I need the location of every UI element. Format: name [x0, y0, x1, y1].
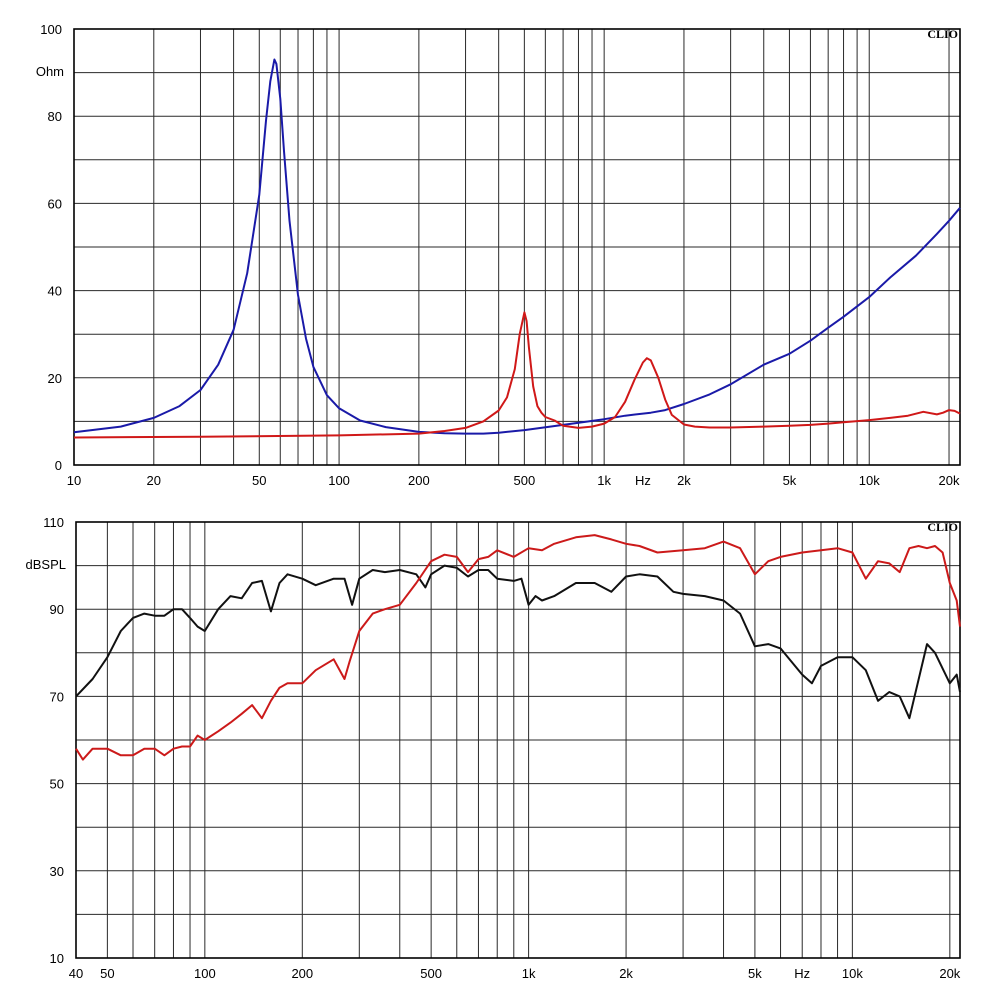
- impedance-x-tick-label: 200: [408, 473, 430, 488]
- impedance-y-tick-label: 60: [48, 196, 62, 211]
- spl-x-tick-label: 1k: [522, 966, 536, 981]
- spl-y-tick-label: 70: [50, 689, 64, 704]
- spl-x-tick-label: 2k: [619, 966, 633, 981]
- impedance-x-tick-label: 20: [147, 473, 161, 488]
- impedance-x-tick-label: 500: [514, 473, 536, 488]
- impedance-y-tick-label: 40: [48, 284, 62, 299]
- impedance-x-tick-label: 5k: [783, 473, 797, 488]
- spl-x-axis-label: Hz: [794, 966, 810, 981]
- spl-x-tick-label: 5k: [748, 966, 762, 981]
- spl-x-tick-label: 20k: [939, 966, 960, 981]
- spl-x-tick-label: 100: [194, 966, 216, 981]
- impedance-series-1-line: [73, 311, 961, 439]
- spl-series-0-line: [75, 564, 961, 720]
- impedance-x-tick-label: 10: [67, 473, 81, 488]
- impedance-y-axis-label: Ohm: [36, 64, 64, 79]
- impedance-x-tick-label: 50: [252, 473, 266, 488]
- impedance-y-tick-label: 80: [48, 109, 62, 124]
- impedance-x-axis-label: Hz: [635, 473, 651, 488]
- spl-y-tick-label: 10: [50, 951, 64, 966]
- spl-brand-label: CLIO: [927, 520, 958, 534]
- spl-y-tick-label: 30: [50, 864, 64, 879]
- spl-y-tick-label: 50: [50, 777, 64, 792]
- spl-chart: 10 30 50 70 90 110 dBSPL 40 50 100 200 500 1k 2k 5k 10k…: [26, 515, 961, 981]
- impedance-y-tick-label: 20: [48, 371, 62, 386]
- impedance-plot-frame: [73, 28, 961, 466]
- spl-y-tick-label: 110: [43, 515, 64, 530]
- impedance-x-tick-label: 2k: [677, 473, 691, 488]
- spl-series-1-line: [75, 534, 961, 761]
- spl-x-tick-label: 50: [100, 966, 114, 981]
- impedance-x-tick-label: 10k: [859, 473, 880, 488]
- impedance-chart: 0 20 40 60 80 100 Ohm 10 20 50 100 200 500 1k 2k 5k 10k 2…: [36, 22, 961, 488]
- impedance-brand-label: CLIO: [927, 27, 958, 41]
- impedance-x-tick-label: 1k: [597, 473, 611, 488]
- spl-x-tick-label: 40: [69, 966, 83, 981]
- impedance-y-tick-label: 0: [55, 458, 62, 473]
- impedance-x-tick-label: 20k: [939, 473, 960, 488]
- spl-y-tick-label: 90: [50, 602, 64, 617]
- spl-plot-frame: [75, 521, 961, 959]
- spl-x-tick-label: 200: [291, 966, 313, 981]
- spl-x-tick-label: 10k: [842, 966, 863, 981]
- spl-x-tick-label: 500: [420, 966, 442, 981]
- impedance-y-tick-label: 100: [40, 22, 62, 37]
- impedance-x-tick-label: 100: [328, 473, 350, 488]
- spl-y-axis-label: dBSPL: [26, 557, 66, 572]
